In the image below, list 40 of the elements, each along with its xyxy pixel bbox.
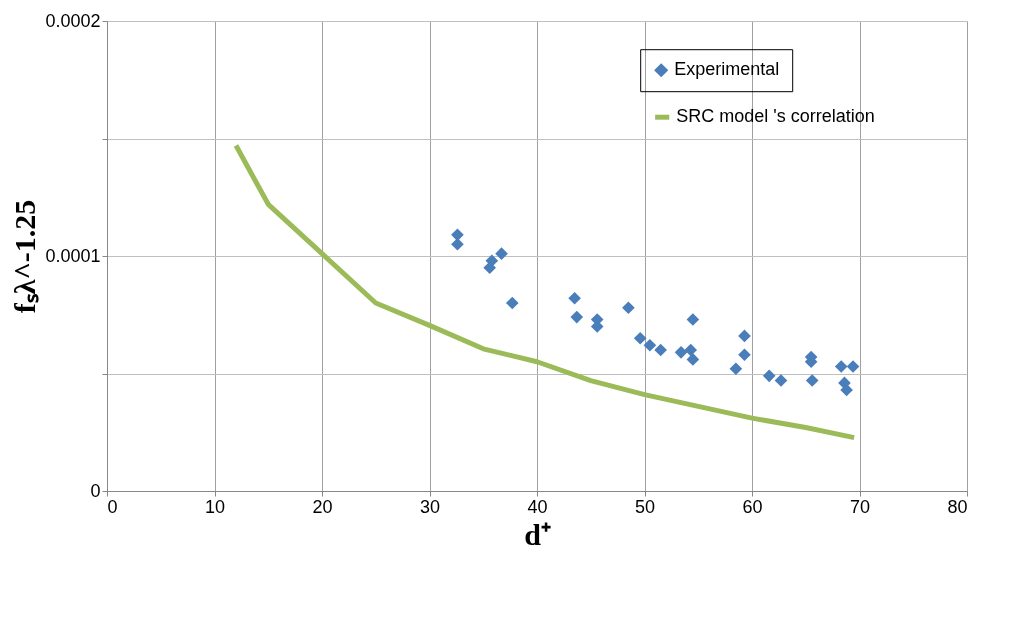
x-tick-label: 60 <box>742 496 763 517</box>
point <box>495 247 508 260</box>
point <box>686 313 700 326</box>
x-tick-label: 20 <box>312 496 333 517</box>
x-axis-title: d⁺ <box>524 517 551 551</box>
point <box>674 346 688 359</box>
legend-label: Experimental <box>674 59 780 80</box>
y-tick-label: 0.0001 <box>45 245 101 266</box>
point <box>834 360 848 373</box>
x-tick-label: 70 <box>849 496 871 517</box>
y-tick-label: 0 <box>90 480 101 501</box>
point <box>451 228 464 242</box>
x-tick-label: 0 <box>107 496 118 517</box>
point <box>451 237 464 251</box>
point <box>686 353 700 366</box>
y-axis-title: fₛλ^-1.25 <box>8 199 42 314</box>
point <box>622 301 635 315</box>
point <box>654 343 667 357</box>
point <box>570 310 584 324</box>
x-tick-label: 50 <box>634 496 656 517</box>
point <box>738 329 751 343</box>
point <box>643 338 657 352</box>
point <box>738 348 751 362</box>
x-tick-label: 80 <box>947 496 968 517</box>
point <box>684 343 698 357</box>
point <box>762 369 776 383</box>
point <box>633 331 647 345</box>
x-tick-label: 30 <box>419 496 441 517</box>
y-tick-label: 0.0002 <box>45 10 101 31</box>
point <box>840 383 853 397</box>
point <box>729 362 743 376</box>
x-tick-label: 40 <box>527 496 548 517</box>
point <box>485 254 499 268</box>
point <box>805 374 819 387</box>
point <box>846 360 860 373</box>
x-tick-label: 10 <box>204 496 226 517</box>
point <box>568 291 581 305</box>
legend-label: SRC model 's correlation <box>676 106 875 127</box>
point <box>774 374 788 387</box>
point <box>505 296 519 310</box>
